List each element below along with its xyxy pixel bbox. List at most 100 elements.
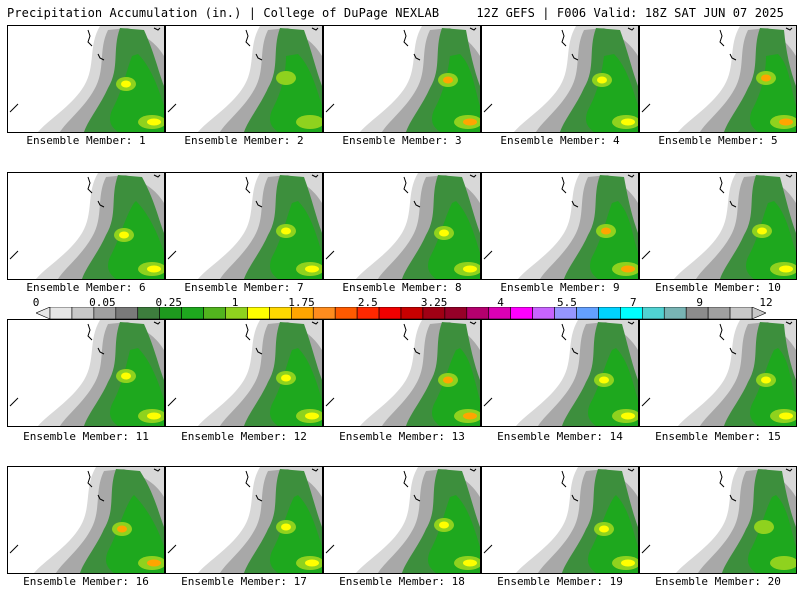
precip-core — [121, 372, 131, 380]
ensemble-member-label-13: Ensemble Member: 13 — [339, 430, 465, 443]
precip-se-core — [147, 265, 161, 273]
ensemble-member-label-5: Ensemble Member: 5 — [658, 134, 778, 147]
precip-se-core — [305, 412, 319, 420]
precip-core — [439, 521, 449, 529]
ensemble-panel-15 — [639, 319, 797, 427]
ensemble-member-label-12: Ensemble Member: 12 — [181, 430, 307, 443]
run-valid-time: 12Z GEFS | F006 Valid: 18Z SAT JUN 07 20… — [476, 6, 784, 20]
coastline-fragment-north — [87, 29, 93, 47]
precip-band-moderate — [270, 201, 322, 279]
precip-map-14 — [483, 320, 638, 426]
ensemble-member-label-8: Ensemble Member: 8 — [342, 281, 462, 294]
coastline-fragment-lake — [571, 347, 579, 355]
ensemble-member-label-10: Ensemble Member: 10 — [655, 281, 781, 294]
precip-band-moderate — [588, 348, 638, 426]
precip-map-6 — [9, 173, 164, 279]
ensemble-member-label-11: Ensemble Member: 11 — [23, 430, 149, 443]
precip-core — [117, 525, 127, 533]
coastline-fragment-north — [403, 176, 409, 194]
coastline-fragment-lake — [97, 347, 105, 355]
precip-map-12 — [167, 320, 322, 426]
coastline-fragment-west — [325, 103, 335, 113]
precip-se-core — [463, 265, 477, 273]
coastline-fragment-north — [719, 470, 725, 488]
ensemble-member-label-16: Ensemble Member: 16 — [23, 575, 149, 588]
ensemble-member-label-7: Ensemble Member: 7 — [184, 281, 304, 294]
coastline-fragment-lake — [413, 494, 421, 502]
ensemble-member-label-9: Ensemble Member: 9 — [500, 281, 620, 294]
precip-band-moderate — [428, 201, 480, 279]
precip-core — [757, 227, 767, 235]
precip-map-7 — [167, 173, 322, 279]
precip-se-core — [779, 559, 793, 567]
precip-map-16 — [9, 467, 164, 573]
coastline-fragment-north — [719, 176, 725, 194]
coastline-fragment-ne — [469, 468, 477, 472]
coastline-fragment-ne — [153, 27, 161, 31]
precip-band-moderate — [432, 348, 480, 426]
ensemble-panel-4 — [481, 25, 639, 133]
coastline-fragment-north — [561, 29, 567, 47]
ensemble-panel-6 — [7, 172, 165, 280]
coastline-fragment-ne — [469, 174, 477, 178]
coastline-fragment-lake — [97, 494, 105, 502]
colorbar-tick-3: 1 — [231, 296, 239, 309]
precip-core — [597, 76, 607, 84]
colorbar-tick-9: 7 — [629, 296, 637, 309]
coastline-fragment-ne — [311, 321, 319, 325]
colorbar-swatch-6 — [181, 307, 204, 319]
ensemble-member-label-14: Ensemble Member: 14 — [497, 430, 623, 443]
coastline-fragment-west — [325, 397, 335, 407]
colorbar-swatch-12 — [312, 307, 336, 319]
precip-se-core — [621, 559, 635, 567]
precip-se-core — [147, 412, 161, 420]
coastline-fragment-lake — [571, 494, 579, 502]
coastline-fragment-ne — [627, 174, 635, 178]
coastline-fragment-ne — [627, 321, 635, 325]
colorbar-tick-5: 2.5 — [357, 296, 378, 309]
coastline-fragment-ne — [153, 321, 161, 325]
precip-core — [761, 74, 771, 82]
precip-core — [439, 229, 449, 237]
precip-map-9 — [483, 173, 638, 279]
precip-se-core — [463, 559, 477, 567]
coastline-fragment-west — [325, 250, 335, 260]
ensemble-panel-11 — [7, 319, 165, 427]
coastline-fragment-west — [9, 250, 19, 260]
colorbar-tick-0: 0 — [32, 296, 40, 309]
colorbar-swatch-25 — [598, 307, 621, 319]
coastline-fragment-north — [403, 323, 409, 341]
ensemble-member-label-15: Ensemble Member: 15 — [655, 430, 781, 443]
precip-core — [601, 227, 611, 235]
colorbar-swatch-22 — [532, 307, 555, 319]
colorbar-swatch-13 — [334, 307, 358, 319]
coastline-fragment-west — [641, 544, 651, 554]
coastline-fragment-ne — [785, 468, 793, 472]
coastline-fragment-north — [245, 29, 251, 47]
precip-se-core — [621, 118, 635, 126]
precip-map-8 — [325, 173, 480, 279]
coastline-fragment-west — [483, 103, 493, 113]
coastline-fragment-lake — [729, 53, 737, 61]
coastline-fragment-lake — [255, 494, 263, 502]
coastline-fragment-north — [87, 176, 93, 194]
precip-se-core — [147, 559, 161, 567]
coastline-fragment-west — [325, 544, 335, 554]
precip-band-moderate — [432, 54, 480, 132]
ensemble-panel-16 — [7, 466, 165, 574]
precip-se-core — [305, 559, 319, 567]
precip-map-3 — [325, 26, 480, 132]
ensemble-panel-2 — [165, 25, 323, 133]
coastline-fragment-north — [561, 176, 567, 194]
coastline-fragment-ne — [311, 468, 319, 472]
precip-core — [759, 523, 769, 531]
coastline-fragment-north — [87, 470, 93, 488]
precip-se-core — [621, 265, 635, 273]
coastline-fragment-north — [561, 323, 567, 341]
ensemble-panel-3 — [323, 25, 481, 133]
ensemble-panel-12 — [165, 319, 323, 427]
precip-band-moderate — [110, 54, 164, 132]
colorbar-swatch-0 — [49, 307, 73, 319]
precip-map-1 — [9, 26, 164, 132]
